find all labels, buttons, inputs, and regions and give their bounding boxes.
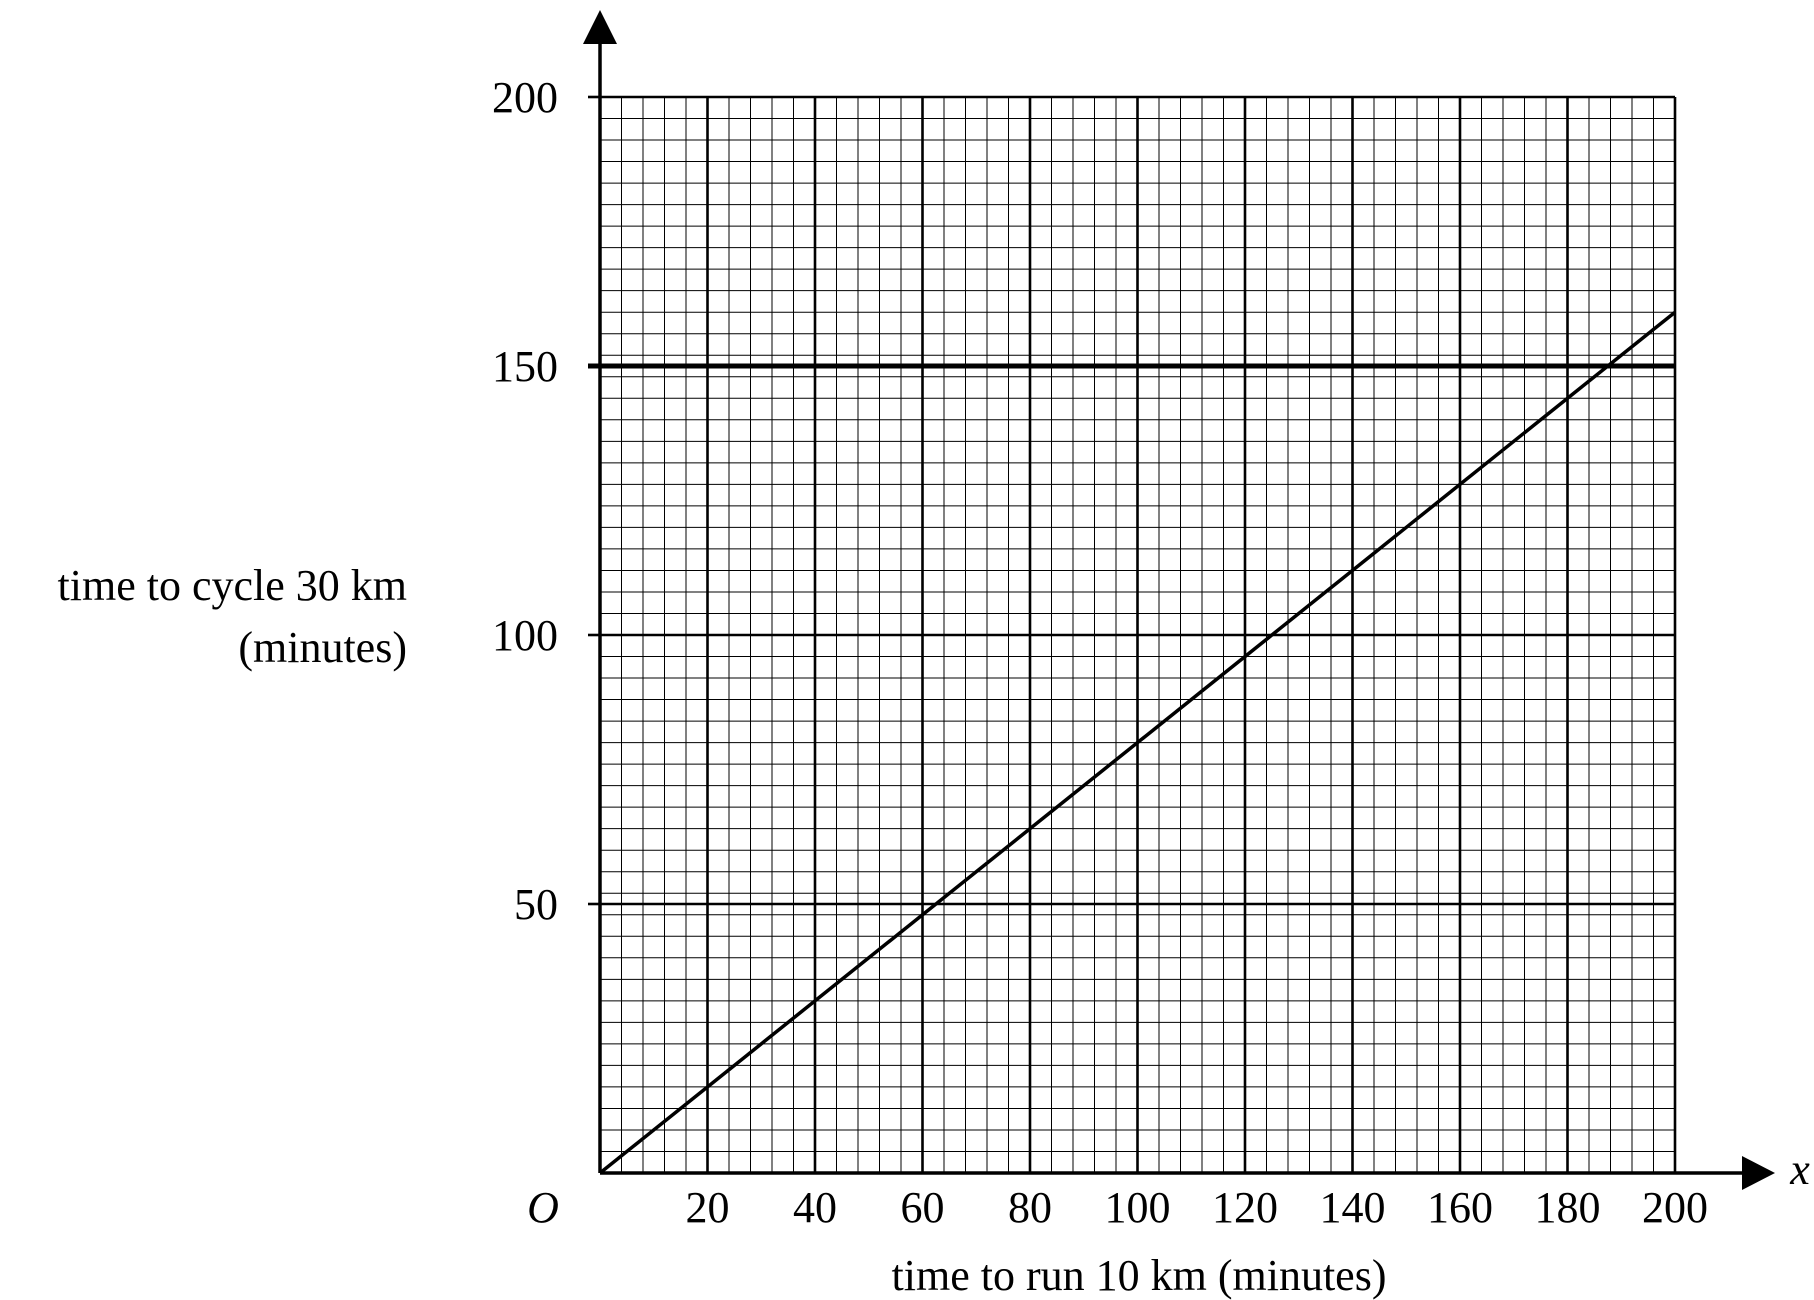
y-axis-title-line-1: time to cycle 30 km: [58, 561, 407, 610]
x-tick-label: 60: [901, 1183, 945, 1232]
tick-labels: 20 40 60 80 100 120 140 160 180 200 50 100 150 200: [492, 73, 1708, 1232]
x-axis-title: time to run 10 km (minutes): [892, 1251, 1387, 1300]
axis-titles: time to cycle 30 km (minutes) time to ru…: [58, 561, 1811, 1300]
x-tick-label: 140: [1320, 1183, 1386, 1232]
y-tick-label: 50: [514, 880, 558, 929]
series-layer: [598, 310, 1677, 1175]
x-axis-arrow-label: x: [1789, 1145, 1810, 1194]
x-axis-arrowhead: [1742, 1156, 1775, 1190]
x-tick-label: 20: [686, 1183, 730, 1232]
origin-label: O: [527, 1183, 559, 1232]
x-tick-label: 40: [793, 1183, 837, 1232]
x-tick-label: 160: [1427, 1183, 1493, 1232]
y-axis-arrowhead: [583, 10, 617, 44]
x-tick-label: 100: [1105, 1183, 1171, 1232]
x-tick-label: 120: [1212, 1183, 1278, 1232]
y-tick-label: 100: [492, 611, 558, 660]
grid-major: [600, 95, 1677, 1173]
x-tick-label: 180: [1535, 1183, 1601, 1232]
series-line: [598, 310, 1677, 1175]
y-axis-title-line-2: (minutes): [238, 623, 407, 672]
x-tick-label: 200: [1642, 1183, 1708, 1232]
y-tick-label: 200: [492, 73, 558, 122]
axes: [583, 10, 1775, 1190]
y-tick-label: 150: [492, 342, 558, 391]
x-tick-label: 80: [1008, 1183, 1052, 1232]
